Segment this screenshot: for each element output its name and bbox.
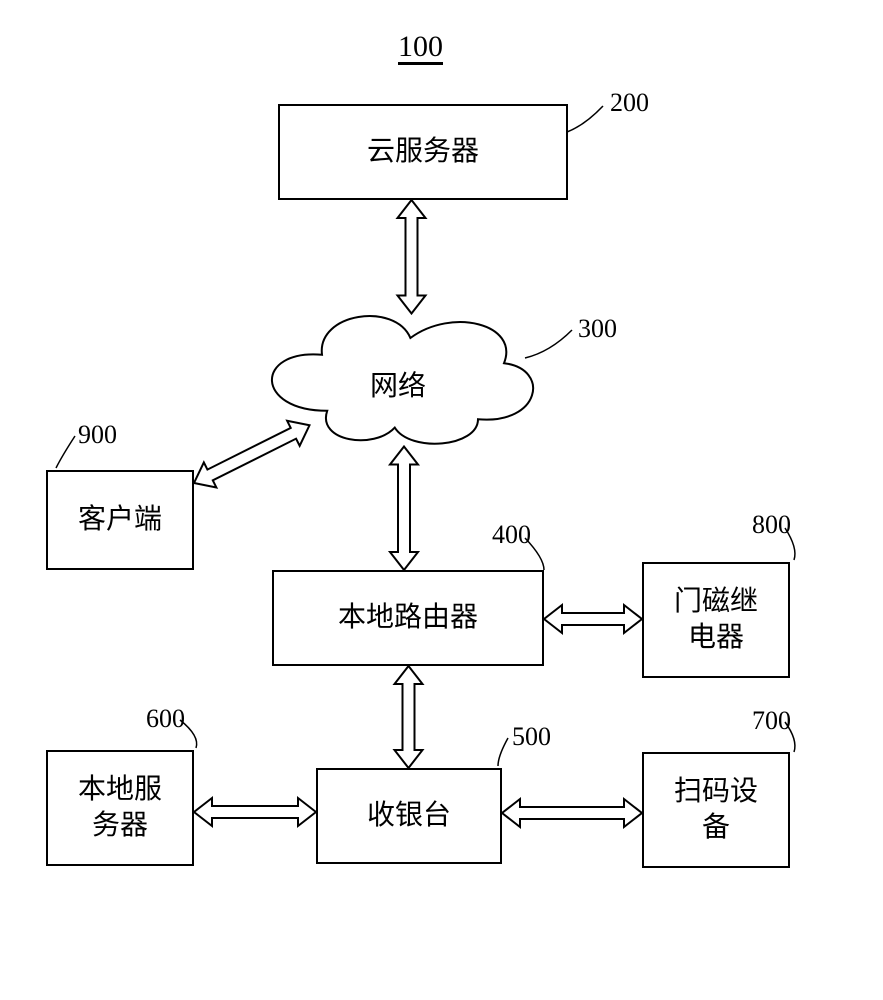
node-400: 本地路由器 xyxy=(272,570,544,666)
ref-label-200: 200 xyxy=(610,88,649,118)
diagram-canvas: 100 云服务器200网络300客户端900本地路由器400门磁继电器800本地… xyxy=(0,0,883,1000)
ref-label-900: 900 xyxy=(78,420,117,450)
node-label-300: 网络 xyxy=(370,364,426,404)
node-900: 客户端 xyxy=(46,470,194,570)
node-800: 门磁继电器 xyxy=(642,562,790,678)
ref-label-800: 800 xyxy=(752,510,791,540)
ref-label-700: 700 xyxy=(752,706,791,736)
node-600: 本地服务器 xyxy=(46,750,194,866)
node-200: 云服务器 xyxy=(278,104,568,200)
ref-label-600: 600 xyxy=(146,704,185,734)
ref-label-500: 500 xyxy=(512,722,551,752)
node-700: 扫码设备 xyxy=(642,752,790,868)
ref-label-300: 300 xyxy=(578,314,617,344)
ref-label-400: 400 xyxy=(492,520,531,550)
node-500: 收银台 xyxy=(316,768,502,864)
